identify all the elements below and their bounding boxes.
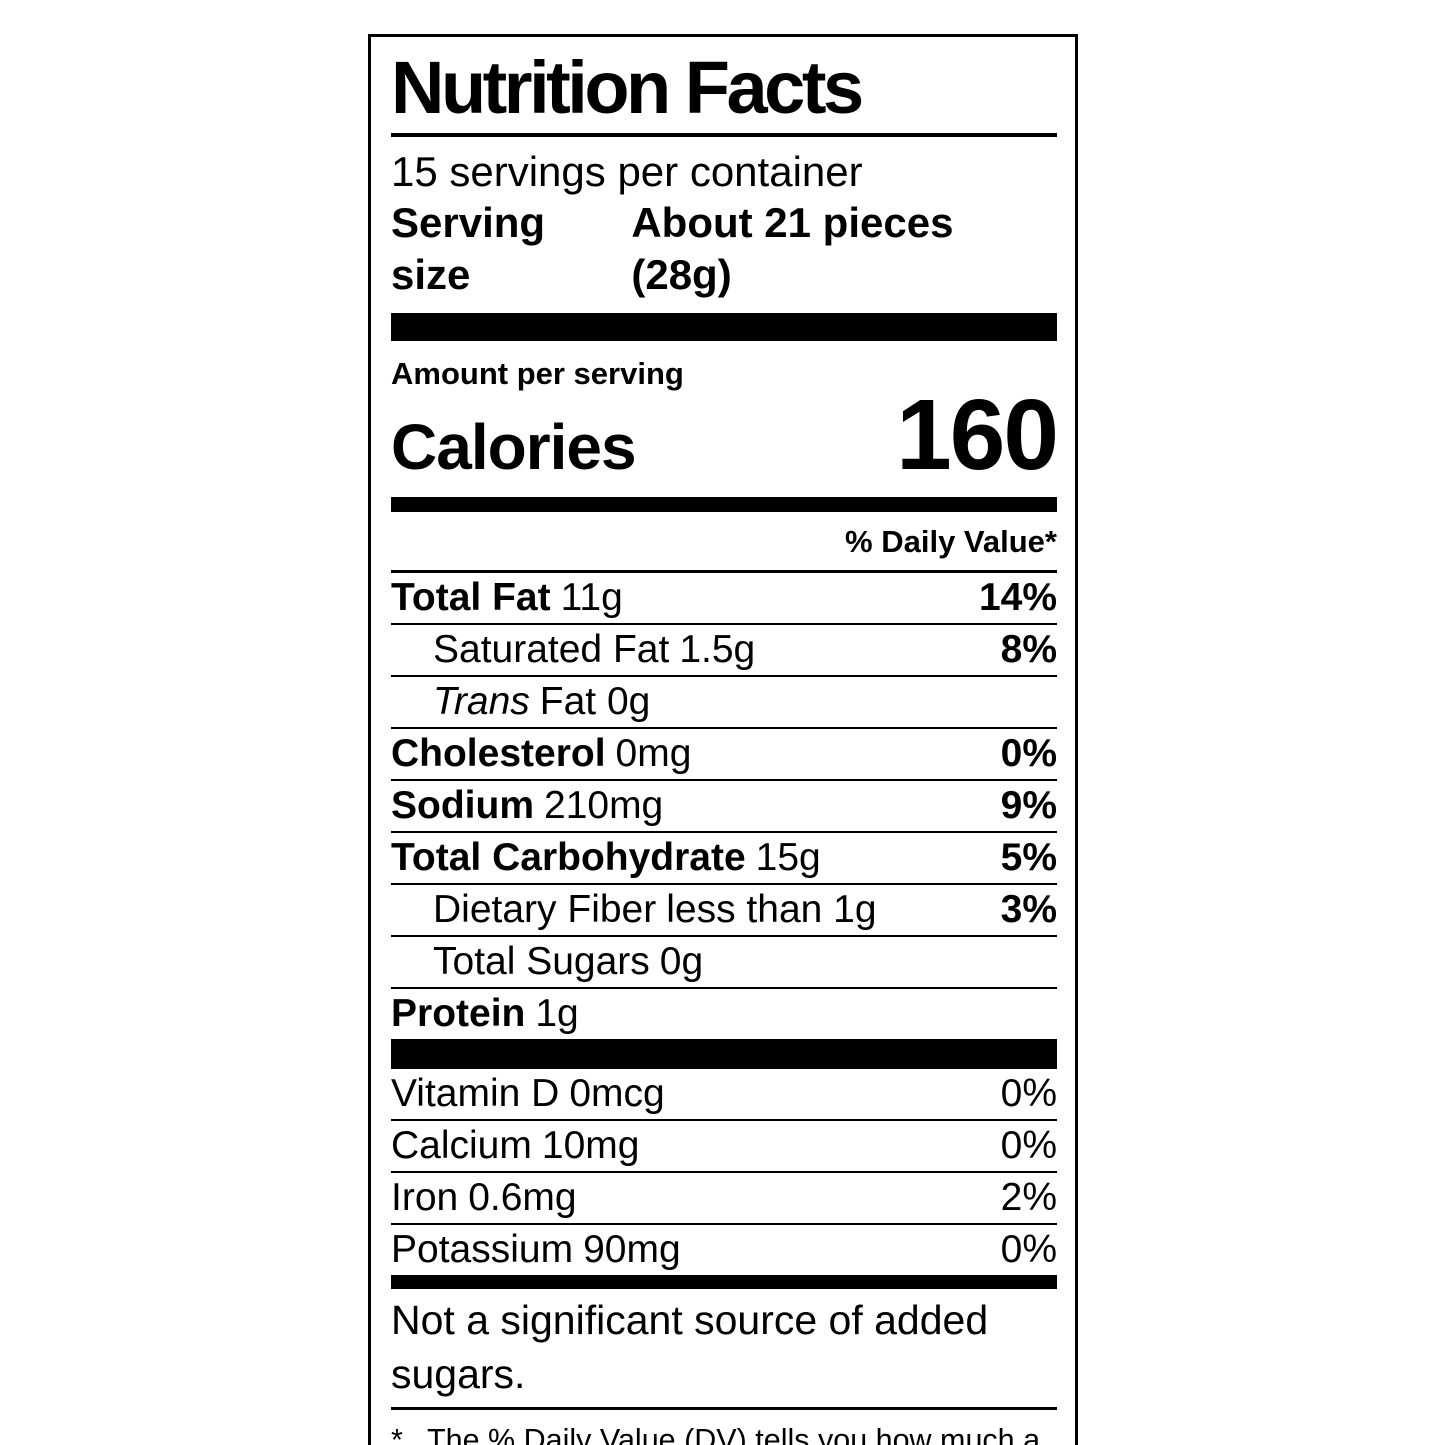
servings-per-container: 15 servings per container <box>391 148 863 195</box>
serving-size-label: Serving size <box>391 199 546 298</box>
nutrient-name: Saturated Fat <box>433 628 670 671</box>
nutrient-row-total-fat: Total Fat 11g 14% <box>391 573 1057 625</box>
vitamins-divider-bar <box>391 1275 1057 1289</box>
calories-divider-bar <box>391 497 1057 512</box>
nutrient-row-total-carbohydrate: Total Carbohydrate 15g 5% <box>391 833 1057 885</box>
serving-size-row: Serving size About 21 pieces (28g) <box>391 197 1057 301</box>
footnote-text: The % Daily Value (DV) tells you how muc… <box>427 1422 1057 1445</box>
nutrient-dv: 9% <box>1000 784 1057 827</box>
vitamin-name: Vitamin D <box>391 1072 560 1115</box>
nutrient-amount: 11g <box>560 576 623 619</box>
footnote-line-1: The % Daily Value (DV) tells you how muc… <box>427 1423 1041 1445</box>
nutrient-row-protein: Protein 1g <box>391 989 1057 1039</box>
vitamin-row-vitamin-d: Vitamin D 0mcg 0% <box>391 1069 1057 1121</box>
vitamin-amount: 0mcg <box>569 1072 665 1115</box>
nutrient-name: Total Sugars <box>433 940 650 983</box>
daily-value-divider <box>391 570 1057 573</box>
nutrient-amount: 210mg <box>544 784 664 827</box>
nutrient-row-saturated-fat: Saturated Fat 1.5g 8% <box>391 625 1057 677</box>
nutrient-dv: 5% <box>1000 836 1057 879</box>
nutrient-row-dietary-fiber: Dietary Fiber less than 1g 3% <box>391 885 1057 937</box>
serving-size-value: About 21 pieces (28g) <box>631 199 954 298</box>
vitamin-amount: 90mg <box>583 1228 681 1271</box>
vitamin-row-iron: Iron 0.6mg 2% <box>391 1173 1057 1225</box>
vitamin-dv: 0% <box>1000 1228 1057 1271</box>
daily-value-footnote: * The % Daily Value (DV) tells you how m… <box>391 1410 1057 1445</box>
nutrient-row-trans-fat: Trans Fat 0g <box>391 677 1057 729</box>
nutrient-amount: 15g <box>755 836 821 879</box>
thick-divider-bar <box>391 313 1057 341</box>
nutrient-amount: less than 1g <box>666 888 877 931</box>
nutrient-name: Total Carbohydrate <box>391 836 746 879</box>
nutrient-dv: 14% <box>978 576 1057 619</box>
nutrient-dv: 3% <box>1000 888 1057 931</box>
nutrient-amount: Fat 0g <box>539 680 651 723</box>
nutrient-row-total-sugars: Total Sugars 0g <box>391 937 1057 989</box>
vitamin-dv: 0% <box>1000 1072 1057 1115</box>
nutrient-amount: 1g <box>535 992 579 1035</box>
footnote-divider <box>391 1407 1057 1410</box>
nutrition-facts-label: Nutrition Facts 15 servings per containe… <box>368 34 1078 1445</box>
nutrient-row-cholesterol: Cholesterol 0mg 0% <box>391 729 1057 781</box>
nutrient-amount: 0mg <box>615 732 692 775</box>
vitamin-name: Calcium <box>391 1124 532 1167</box>
nutrient-dv: 0% <box>1000 732 1057 775</box>
not-significant-note: Not a significant source of added sugars… <box>391 1297 989 1397</box>
nutrient-amount: 0g <box>659 940 704 983</box>
nutrient-dv: 8% <box>1000 628 1057 671</box>
nutrient-name: Total Fat <box>391 576 551 619</box>
label-title: Nutrition Facts <box>391 46 864 129</box>
vitamin-name: Potassium <box>391 1228 574 1271</box>
calories-label: Calories <box>391 411 637 483</box>
vitamin-amount: 0.6mg <box>468 1176 577 1219</box>
protein-divider-bar <box>391 1039 1057 1069</box>
nutrient-amount: 1.5g <box>679 628 756 671</box>
calories-value: 160 <box>896 379 1059 491</box>
nutrient-name: Cholesterol <box>391 732 606 775</box>
nutrient-name: Dietary Fiber <box>433 888 657 931</box>
vitamin-row-potassium: Potassium 90mg 0% <box>391 1225 1057 1275</box>
nutrient-row-sodium: Sodium 210mg 9% <box>391 781 1057 833</box>
vitamin-dv: 2% <box>1000 1176 1057 1219</box>
vitamin-dv: 0% <box>1000 1124 1057 1167</box>
calories-row: Calories 160 <box>391 379 1059 497</box>
vitamin-row-calcium: Calcium 10mg 0% <box>391 1121 1057 1173</box>
amount-per-serving-label: Amount per serving <box>391 356 684 391</box>
vitamin-amount: 10mg <box>541 1124 640 1167</box>
nutrient-name: Protein <box>391 992 526 1035</box>
nutrient-name: Sodium <box>391 784 534 827</box>
footnote-asterisk: * <box>391 1423 403 1445</box>
nutrient-name: Trans <box>433 680 530 723</box>
title-divider <box>391 133 1057 137</box>
daily-value-header: % Daily Value* <box>845 524 1057 559</box>
vitamin-name: Iron <box>391 1176 459 1219</box>
